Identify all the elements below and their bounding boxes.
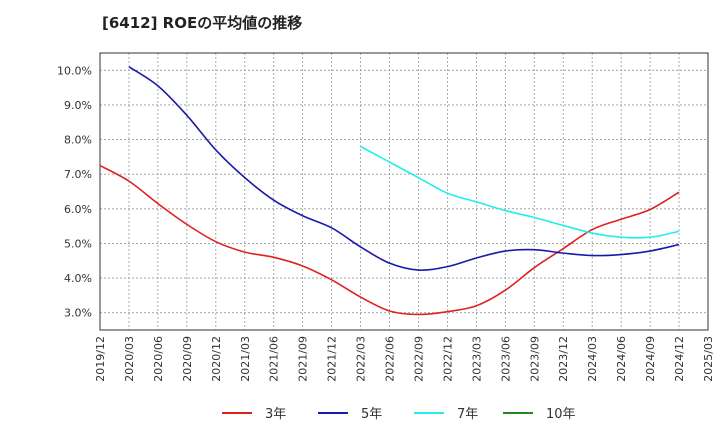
legend: 3年 5年 7年 10年	[222, 407, 576, 422]
x-tick-label: 2021/06	[268, 336, 281, 382]
plot-border	[99, 52, 709, 331]
legend-label: 3年	[265, 407, 286, 422]
x-tick-label: 2023/09	[528, 336, 541, 382]
y-tick-label: 8.0%	[64, 134, 92, 147]
y-tick-label: 6.0%	[64, 203, 92, 216]
x-tick-label: 2021/12	[326, 336, 339, 382]
x-tick-label: 2023/06	[499, 336, 512, 382]
y-tick-label: 3.0%	[64, 307, 92, 320]
y-tick-label: 4.0%	[64, 272, 92, 285]
plot-area-frame	[99, 52, 709, 331]
x-tick-label: 2024/09	[644, 336, 657, 382]
y-tick-label: 7.0%	[64, 168, 92, 181]
series-line-3	[360, 145, 680, 239]
y-tick-label: 10.0%	[57, 64, 92, 77]
y-tick-label: 5.0%	[64, 237, 92, 250]
grid-lines	[100, 53, 708, 330]
y-tick-label: 9.0%	[64, 99, 92, 112]
x-tick-label: 2024/06	[615, 336, 628, 382]
x-tick-label: 2019/12	[94, 336, 107, 382]
x-tick-label: 2020/03	[123, 336, 136, 382]
legend-label: 10年	[546, 407, 576, 422]
x-tick-label: 2020/09	[181, 336, 194, 382]
y-axis-tick-labels: 3.0% 4.0% 5.0% 6.0% 7.0% 8.0% 9.0% 10.0%	[57, 64, 92, 319]
legend-label: 7年	[457, 407, 478, 422]
series-line-1	[99, 164, 680, 316]
x-tick-label: 2022/12	[441, 336, 454, 382]
x-tick-label: 2023/12	[557, 336, 570, 382]
series-line-2	[128, 66, 680, 271]
x-axis-tick-labels: 2019/12 2020/03 2020/06 2020/09 2020/12 2021/…	[94, 336, 715, 382]
x-tick-label: 2020/12	[210, 336, 223, 382]
x-tick-label: 2024/12	[673, 336, 686, 382]
x-tick-label: 2021/09	[297, 336, 310, 382]
x-tick-label: 2022/06	[384, 336, 397, 382]
legend-label: 5年	[361, 407, 382, 422]
chart-title: [6412] ROEの平均値の推移	[102, 14, 303, 32]
x-tick-label: 2025/03	[702, 336, 715, 382]
x-tick-label: 2022/09	[412, 336, 425, 382]
series-lines	[99, 66, 680, 316]
x-tick-label: 2020/06	[152, 336, 165, 382]
x-tick-label: 2024/03	[586, 336, 599, 382]
x-tick-label: 2021/03	[239, 336, 252, 382]
x-tick-label: 2023/03	[470, 336, 483, 382]
x-tick-label: 2022/03	[355, 336, 368, 382]
